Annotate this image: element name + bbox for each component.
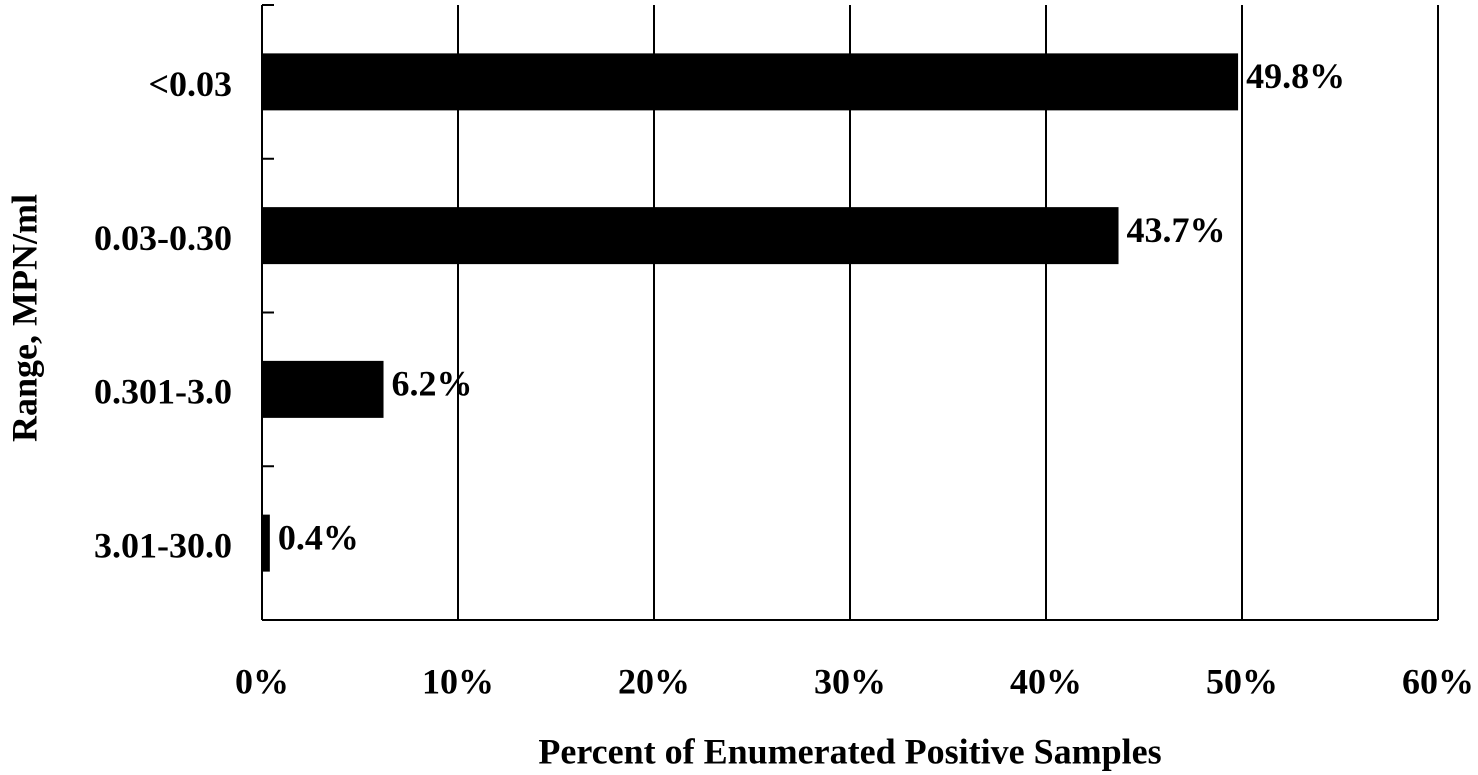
- x-tick-label: 10%: [422, 661, 494, 701]
- y-tick-label: <0.03: [148, 64, 232, 104]
- y-tick-label: 3.01-30.0: [94, 525, 232, 565]
- value-label: 0.4%: [278, 517, 359, 557]
- x-tick-label: 40%: [1010, 661, 1082, 701]
- x-axis-title: Percent of Enumerated Positive Samples: [538, 731, 1161, 771]
- bar: [262, 360, 384, 418]
- value-label: 6.2%: [392, 364, 473, 404]
- x-tick-label: 0%: [235, 661, 289, 701]
- x-tick-label: 20%: [618, 661, 690, 701]
- x-tick-label: 30%: [814, 661, 886, 701]
- y-axis-title: Range, MPN/ml: [4, 194, 44, 442]
- bar: [262, 514, 270, 572]
- y-tick-label: 0.301-3.0: [94, 372, 232, 412]
- value-label: 49.8%: [1246, 56, 1345, 96]
- x-tick-label: 60%: [1402, 661, 1474, 701]
- bar: [262, 207, 1119, 265]
- x-tick-label: 50%: [1206, 661, 1278, 701]
- y-tick-label: 0.03-0.30: [94, 218, 232, 258]
- bar: [262, 53, 1239, 111]
- value-label: 43.7%: [1127, 210, 1226, 250]
